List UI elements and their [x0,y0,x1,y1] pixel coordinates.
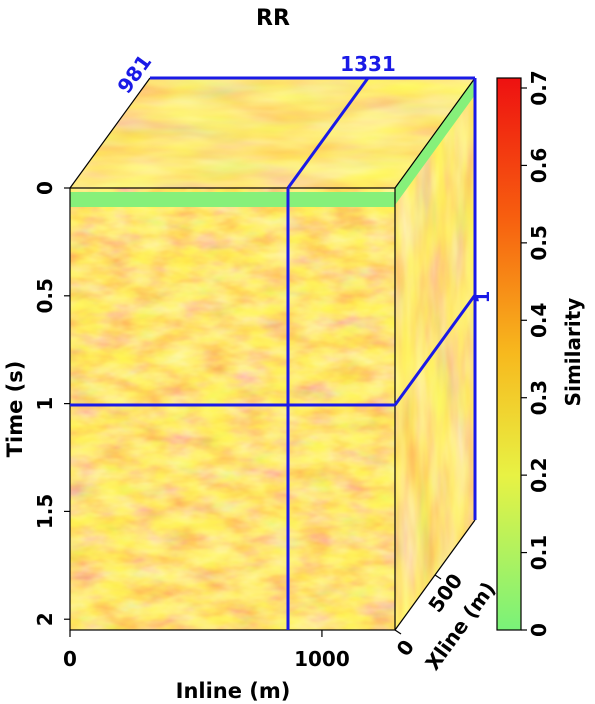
y-tick-label: 1 [33,397,57,411]
colorbar-tick-label: 0.5 [527,225,551,260]
colorbar-tick-label: 0.7 [527,70,551,105]
colorbar-tick-label: 0.1 [527,535,551,570]
z-tick-mark [394,629,402,635]
colorbar-tick-label: 0.4 [527,303,551,338]
y-tick-label: 2 [33,612,57,626]
colorbar-label: Similarity [561,298,585,407]
axis-ticks [64,187,442,637]
top-face-section [70,78,475,188]
x-tick-label: 0 [63,647,77,671]
inline-marker-label: 1331 [340,52,396,76]
inline-slice-line-top [286,77,370,189]
y-tick-label: 0.5 [33,278,57,313]
x-tick-label: 1000 [294,647,350,671]
x-tick-labels: 0 1000 [63,647,350,671]
colorbar-tick-label: 0 [527,623,551,637]
y-tick-label: 1.5 [33,494,57,529]
front-face-section [70,188,395,630]
y-tick-label: 0 [33,181,57,195]
y-tick-labels: 0 0.5 1 1.5 2 [33,181,57,626]
cube-outline [69,77,476,631]
colorbar-ticks: 0 0.1 0.2 0.3 0.4 0.5 0.6 0.7 [521,70,551,637]
colorbar [496,77,522,631]
chart-title: RR [256,6,290,31]
time-slice-line-side [393,294,477,406]
xline-marker-label: 1 [473,291,494,304]
colorbar-tick-label: 0.3 [527,380,551,415]
y-axis-label: Time (s) [3,361,27,458]
slice-markers [70,76,477,630]
z-tick-label: 0 [392,635,420,660]
x-axis-label: Inline (m) [176,679,291,703]
colorbar-tick-label: 0.2 [527,457,551,492]
z-tick-mark [434,574,442,580]
colorbar-tick-label: 0.6 [527,148,551,183]
